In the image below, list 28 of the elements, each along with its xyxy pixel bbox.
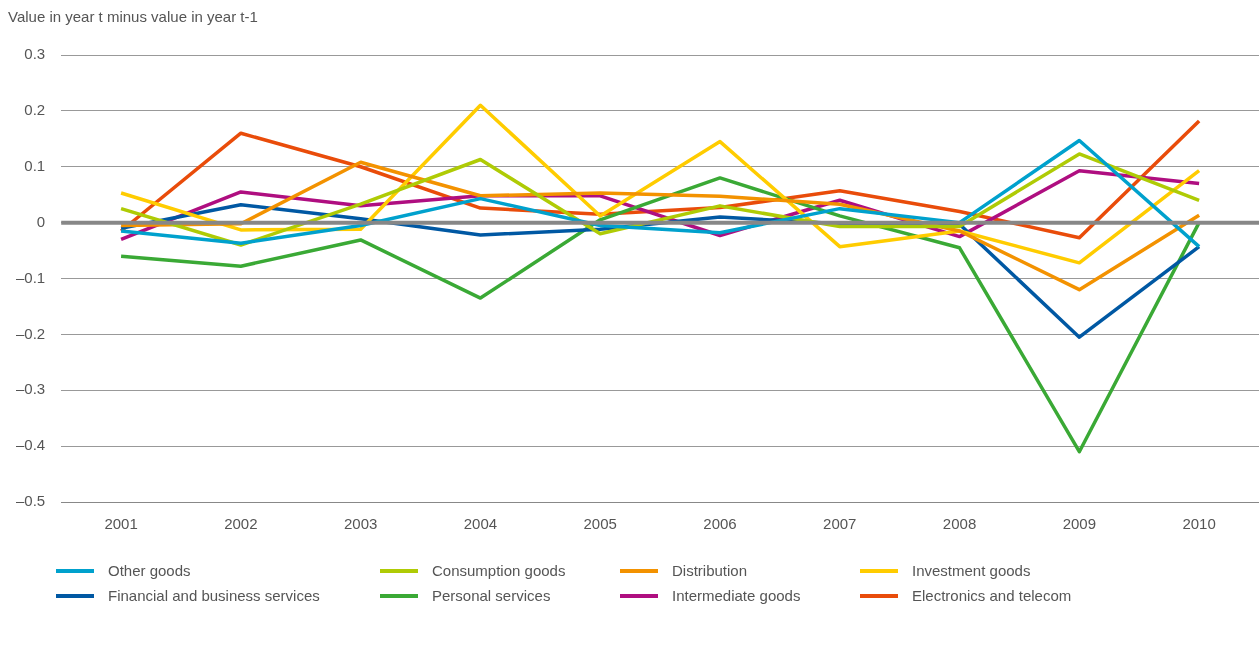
y-tick-label: 0 (36, 212, 46, 230)
x-tick-label: 2003 (343, 515, 378, 533)
x-tick-label: 2005 (583, 515, 617, 533)
x-tick-label: 2004 (463, 515, 498, 533)
legend-label: Investment goods (912, 562, 1031, 579)
x-tick-label: 2007 (823, 515, 857, 533)
legend-label: Financial and business services (108, 587, 320, 604)
legend-label: Personal services (432, 587, 551, 604)
y-tick-label: –0.2 (15, 324, 46, 342)
y-tick-label: 0.3 (24, 45, 46, 63)
x-tick-label: 2002 (224, 515, 258, 533)
y-tick-label: 0.2 (24, 101, 46, 119)
y-tick-label: 0.1 (24, 156, 46, 174)
x-tick-label: 2006 (703, 515, 737, 533)
y-tick-label: –0.4 (15, 436, 46, 454)
y-tick-label: –0.3 (15, 380, 46, 398)
y-tick-label: –0.1 (15, 268, 46, 286)
x-tick-label: 2008 (942, 515, 977, 533)
y-axis-title: Value in year t minus value in year t-1 (8, 8, 258, 25)
x-tick-label: 2010 (1182, 515, 1216, 533)
legend-label: Intermediate goods (672, 587, 801, 604)
y-tick-label: –0.5 (15, 492, 46, 510)
legend-label: Electronics and telecom (912, 587, 1072, 604)
legend-label: Distribution (672, 562, 748, 579)
legend-label: Consumption goods (432, 562, 566, 579)
x-tick-label: 2001 (104, 515, 138, 533)
legend-label: Other goods (108, 562, 191, 579)
x-tick-label: 2009 (1062, 515, 1097, 533)
